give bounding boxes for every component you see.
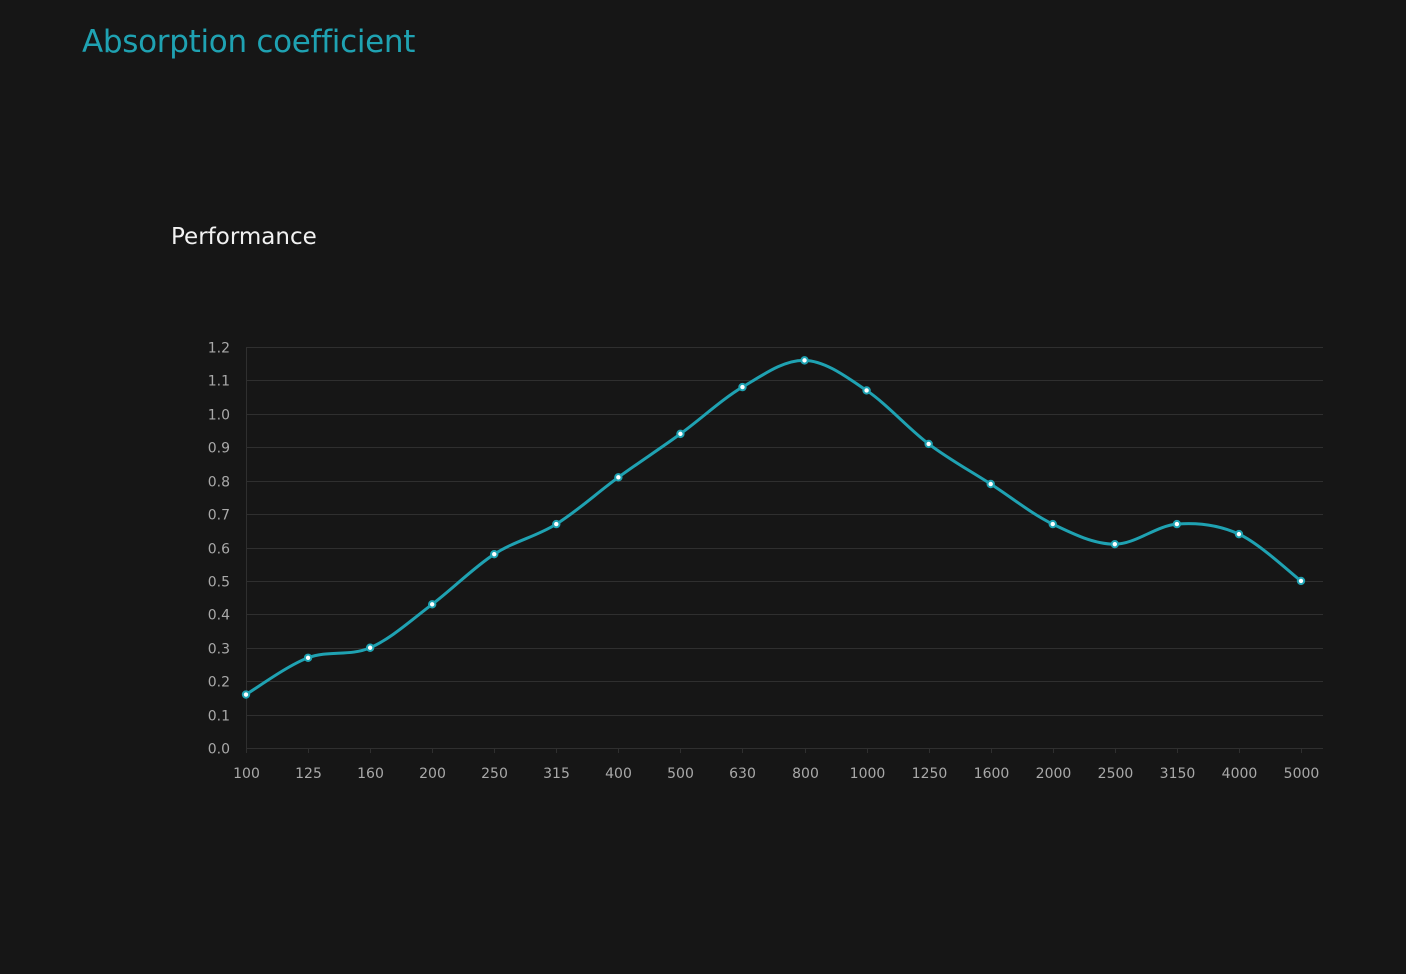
y-tick-labels: 0.0 0.1 0.2 0.3 0.4 0.5 0.6 0.7 0.8 0.9 1.0 1.1 1.2 [208,341,230,758]
data-point[interactable] [303,653,313,662]
x-tick-label: 4000 [1222,766,1258,782]
data-point[interactable] [614,473,623,482]
y-tick-label: 0.9 [208,441,230,457]
data-point[interactable] [676,429,685,439]
data-point[interactable] [986,479,995,489]
y-tick-label: 0.3 [208,642,230,658]
y-tick-label: 0.5 [208,575,230,591]
x-tick-label: 2500 [1098,766,1134,782]
y-tick-label: 1.2 [208,341,230,357]
data-point[interactable] [1110,539,1120,549]
series-line [244,358,1303,697]
data-point[interactable] [241,690,251,699]
data-point[interactable] [1172,519,1182,529]
x-tick-label: 800 [792,766,819,782]
x-tick-label: 3150 [1160,766,1196,782]
y-tick-label: 1.1 [208,374,230,390]
x-tick-label: 400 [605,766,632,782]
x-tick-label: 5000 [1284,766,1320,782]
x-tick-label: 250 [481,766,508,782]
x-tick-label: 200 [419,766,446,782]
data-point[interactable] [365,643,375,652]
y-tick-label: 0.1 [208,709,230,725]
data-point[interactable] [1234,529,1244,539]
y-tick-label: 0.0 [208,742,230,758]
y-tick-label: 0.4 [208,608,230,624]
chart-title: Performance [171,224,317,250]
series-layer [244,358,1303,697]
x-tick-label: 500 [667,766,694,782]
data-point[interactable] [490,549,499,559]
x-tick-label: 2000 [1036,766,1072,782]
data-point[interactable] [738,382,747,392]
data-point[interactable] [924,439,933,449]
y-tick-label: 1.0 [208,408,230,424]
data-point[interactable] [1296,576,1306,586]
x-tick-labels: 100 125 160 200 250 315 400 500 630 800 1000 1250 16… [233,766,1319,782]
data-point[interactable] [427,600,437,609]
data-point[interactable] [552,519,561,529]
page-title: Absorption coefficient [82,24,416,60]
point-layer [241,356,1306,699]
x-tick-label: 125 [295,766,322,782]
x-tick-label: 100 [233,766,260,782]
y-tick-label: 0.8 [208,475,230,491]
x-tick-label: 315 [543,766,570,782]
x-tick-label: 1250 [912,766,948,782]
x-tick-label: 1000 [850,766,886,782]
data-point[interactable] [1048,519,1057,529]
y-tick-label: 0.6 [208,542,230,558]
data-point[interactable] [800,356,809,365]
data-point[interactable] [862,386,871,395]
y-tick-label: 0.7 [208,508,230,524]
x-tick-label: 1600 [974,766,1010,782]
y-tick-label: 0.2 [208,675,230,691]
grid-layer [246,347,1323,753]
x-tick-label: 160 [357,766,384,782]
x-tick-label: 630 [729,766,756,782]
